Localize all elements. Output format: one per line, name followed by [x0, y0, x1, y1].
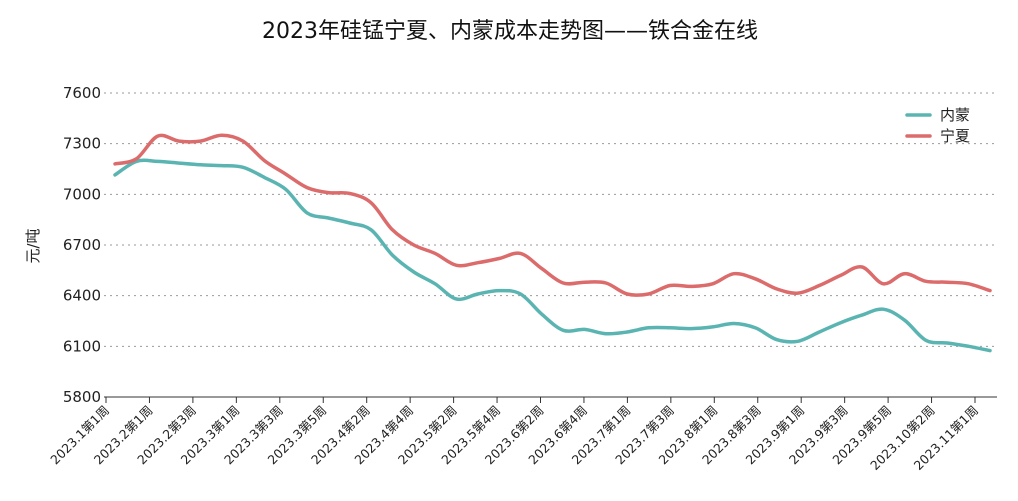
grid-lines [104, 92, 997, 347]
chart-title: 2023年硅锰宁夏、内蒙成本走势图——铁合金在线 [262, 19, 758, 44]
y-tick-label: 6700 [63, 236, 101, 254]
y-tick-label: 6400 [63, 287, 101, 305]
y-tick-label: 5800 [63, 388, 101, 406]
y-tick-label: 6100 [63, 337, 101, 355]
y-axis-label: 元/吨 [24, 228, 42, 263]
y-tick-label: 7000 [63, 185, 101, 203]
y-tick-label: 7300 [63, 135, 101, 153]
legend-label: 宁夏 [940, 127, 970, 145]
series-line-neimeng [113, 158, 992, 353]
y-axis-ticks: 5800 6100 6400 6700 7000 7300 7600 [63, 84, 101, 406]
series-line-ningxia [113, 133, 992, 297]
x-axis-ticks: 2023.1第1周2023.2第1周2023.2第3周2023.3第1周2023… [47, 397, 981, 473]
series-lines [113, 133, 992, 353]
y-tick-label: 7600 [63, 84, 101, 102]
legend-label: 内蒙 [940, 106, 970, 124]
